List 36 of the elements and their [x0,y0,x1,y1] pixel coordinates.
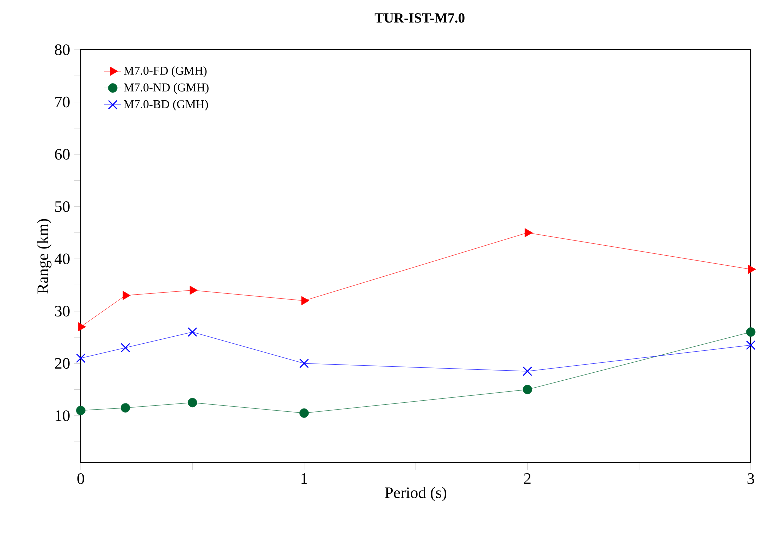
y-tick-label: 30 [55,306,70,317]
point [300,358,310,368]
x-tick-label: 3 [748,474,754,484]
point [302,296,310,306]
legend-label: M7.0-ND (GMH) [124,83,209,94]
y-tick-label: 20 [55,358,70,370]
y-tick-label: 10 [56,410,70,422]
point [76,406,86,416]
point [300,408,310,418]
y-axis-title: Range (km) [37,219,52,294]
y-tick-label: 50 [55,201,70,212]
y-tick-label: 40 [54,254,70,264]
point [522,366,532,376]
x-tick-label: 0 [78,474,84,484]
point [190,286,198,295]
point [188,328,198,338]
y-tick-label: 60 [55,149,70,160]
point [522,385,532,394]
x-tick-label: 1 [302,474,308,484]
y-tick-label: 80 [55,44,70,56]
x-axis-title: Period (s) [385,487,447,502]
point [746,328,756,337]
legend-label: M7.0-BD (GMH) [124,100,208,111]
y-tick-label: 70 [56,96,70,108]
point [188,398,198,408]
point [76,354,86,364]
x-tick-label: 2 [524,474,531,484]
legend-label: M7.0-FD (GMH) [124,66,207,78]
point [120,343,130,353]
point [120,403,130,413]
chart-title: TUR-IST-M7.0 [374,14,465,23]
point [524,228,533,238]
point [78,322,86,332]
point [748,265,756,274]
point [746,340,756,350]
point [122,291,131,300]
